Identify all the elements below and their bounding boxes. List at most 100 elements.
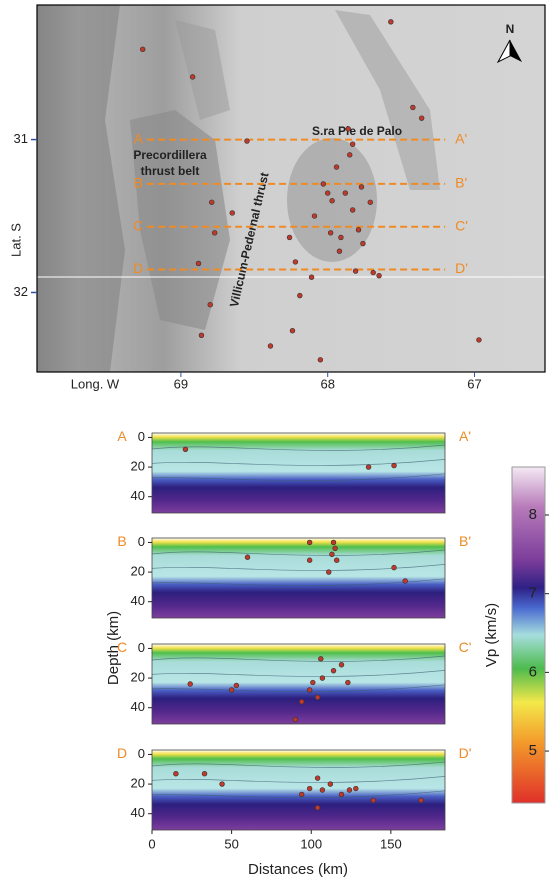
section-frame: [151, 749, 446, 831]
earthquake: [391, 564, 397, 571]
earthquake: [244, 138, 250, 144]
y-tick-label: 20: [131, 670, 145, 685]
earthquake: [298, 791, 305, 798]
profile-end: B': [455, 175, 467, 191]
earthquake: [229, 210, 235, 216]
earthquake: [195, 260, 202, 267]
x-tick-label: 0: [148, 836, 155, 851]
belt-label: thrust belt: [141, 164, 200, 178]
earthquake: [286, 234, 293, 241]
earthquake: [327, 230, 334, 236]
earthquake: [244, 554, 251, 560]
earthquake: [349, 141, 356, 147]
earthquake: [326, 569, 332, 575]
relief-north: [175, 20, 230, 120]
x-tick-label: 67: [467, 376, 481, 391]
y-axis-label: Depth (km): [105, 611, 122, 685]
colorbar-tick-label: 7: [529, 585, 537, 602]
earthquake: [201, 771, 208, 777]
earthquake: [306, 687, 313, 693]
y-tick-label: 40: [131, 805, 145, 820]
profile-start: D: [133, 260, 143, 276]
colorbar: [511, 466, 546, 804]
y-tick-label: 0: [138, 534, 145, 549]
earthquake: [209, 199, 215, 205]
section-frame: [151, 432, 446, 514]
map: N S.ra Pie de Palo Precordillera thrust …: [8, 4, 546, 391]
earthquake: [320, 181, 327, 187]
x-axis-label: Distances (km): [248, 861, 348, 878]
velocity-section: [152, 750, 445, 830]
earthquake: [207, 302, 213, 308]
earthquake: [476, 337, 482, 343]
earthquake: [306, 539, 313, 546]
earthquake: [347, 152, 353, 158]
earthquake: [228, 687, 235, 693]
earthquake: [211, 230, 218, 236]
earthquake: [233, 682, 240, 689]
y-tick-label: 0: [138, 429, 145, 444]
earthquake: [355, 227, 362, 233]
x-tick-label: 68: [320, 376, 334, 391]
belt-label: Precordillera: [133, 148, 207, 162]
earthquake: [410, 104, 416, 111]
earthquake: [338, 234, 344, 241]
earthquake: [329, 551, 335, 557]
earthquake: [360, 240, 366, 247]
earthquake: [219, 781, 225, 787]
x-tick-label: 69: [174, 376, 188, 391]
y-tick-label: 40: [131, 593, 145, 608]
earthquake: [198, 332, 205, 338]
north-label: N: [506, 22, 515, 36]
earthquake: [297, 292, 303, 299]
colorbar-tick-label: 5: [529, 742, 537, 759]
relief-east: [335, 10, 440, 190]
earthquake: [332, 545, 338, 552]
earthquake: [353, 785, 359, 792]
y-tick-label: 0: [138, 746, 145, 761]
relief-west: [37, 5, 125, 372]
profile-start: C: [133, 217, 143, 233]
section-end: D': [459, 745, 472, 761]
earthquake: [140, 46, 146, 53]
earthquake: [292, 716, 299, 723]
earthquake: [182, 446, 189, 452]
earthquake: [336, 248, 343, 254]
contour: [151, 761, 446, 799]
velocity-section: [152, 433, 445, 513]
earthquake: [333, 164, 340, 170]
profile-start: A: [134, 130, 144, 146]
earthquake: [358, 184, 365, 190]
map-frame: [36, 4, 546, 373]
earthquake: [330, 667, 337, 674]
earthquake: [342, 190, 349, 196]
earthquake: [173, 771, 179, 777]
section-frame: [151, 643, 446, 725]
earthquake: [329, 198, 335, 204]
section-end: B': [459, 533, 471, 549]
earthquake: [319, 675, 326, 681]
y-tick-label: 40: [131, 699, 145, 714]
earthquake: [365, 464, 372, 470]
earthquake: [314, 694, 321, 701]
earthquake: [325, 190, 331, 196]
earthquake: [189, 74, 196, 80]
earthquake: [418, 115, 425, 121]
velocity-section: [152, 644, 445, 724]
x-tick-label: 150: [380, 836, 402, 851]
earthquake: [338, 662, 345, 668]
earthquake: [314, 805, 321, 811]
range-label: S.ra Pie de Palo: [312, 124, 402, 138]
earthquake: [310, 679, 316, 686]
earthquake: [370, 797, 377, 804]
colorbar-tick-label: 6: [529, 663, 537, 680]
profile-end: C': [455, 217, 468, 233]
earthquake: [418, 797, 424, 804]
earthquake: [319, 787, 326, 793]
x-tick-label: 50: [224, 836, 238, 851]
earthquake: [318, 656, 324, 662]
earthquake: [391, 462, 397, 469]
earthquake: [402, 578, 408, 584]
earthquake: [187, 681, 193, 687]
